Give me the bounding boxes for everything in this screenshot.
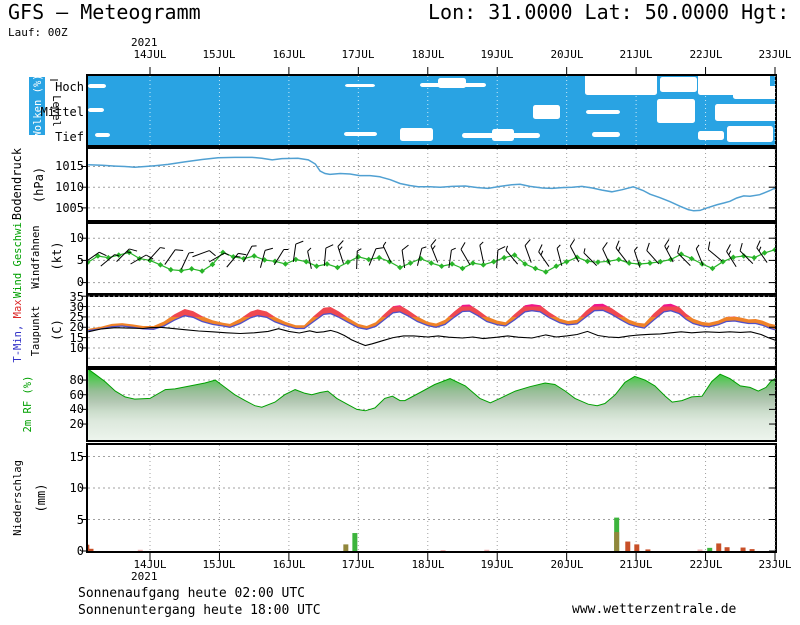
wind-tick-5: 5 bbox=[77, 253, 84, 267]
run-label: Lauf: 00Z bbox=[8, 26, 68, 39]
location-label: Lon: 31.0000 Lat: 50.0000 Hgt: 1 bbox=[428, 0, 800, 24]
precip-tick-5: 5 bbox=[77, 513, 84, 527]
website-label: www.wetterzentrale.de bbox=[572, 602, 737, 617]
temp-tick-15: 15 bbox=[70, 331, 84, 345]
pressure-tick-1010: 1010 bbox=[55, 180, 84, 194]
wind-barbs-label: Windfahnen bbox=[30, 225, 42, 288]
page-title: GFS – Meteogramm bbox=[8, 0, 201, 24]
precip-unit: (mm) bbox=[34, 484, 48, 513]
temperature-series bbox=[88, 303, 775, 347]
precip-label: Niederschlag bbox=[12, 460, 24, 536]
gridlines bbox=[88, 76, 776, 551]
pressure-label: Bodendruck bbox=[10, 147, 24, 220]
row-label-hoch: Hoch bbox=[55, 80, 84, 94]
temp-max-label: Max bbox=[12, 299, 24, 324]
day-label: 22JUL bbox=[689, 558, 722, 571]
day-label: 14JUL bbox=[133, 558, 166, 571]
sunset-label: Sonnenuntergang heute 18:00 UTC bbox=[78, 603, 321, 618]
cloud-blobs bbox=[88, 76, 775, 142]
temp-min-label: T-Min, bbox=[12, 325, 24, 363]
year-label-bottom: 2021 bbox=[131, 570, 158, 583]
precip-tick-0: 0 bbox=[77, 544, 84, 558]
temp-tick-25: 25 bbox=[70, 310, 84, 324]
day-label: 14JUL bbox=[133, 48, 166, 61]
humidity-series bbox=[88, 370, 775, 440]
precip-bars bbox=[88, 517, 755, 551]
day-label: 22JUL bbox=[689, 48, 722, 61]
wind-series bbox=[88, 239, 775, 275]
day-label: 15JUL bbox=[202, 48, 235, 61]
wind-panel bbox=[86, 222, 777, 295]
pressure-tick-1015: 1015 bbox=[55, 159, 84, 173]
rh-tick-40: 40 bbox=[70, 402, 84, 416]
temp-tick-30: 30 bbox=[70, 300, 84, 314]
day-labels-bottom: 14JUL 15JUL 16JUL 17JUL 18JUL 19JUL 20JU… bbox=[133, 558, 791, 571]
precip-panel bbox=[86, 443, 777, 553]
clouds-label: Wolken (%) bbox=[32, 74, 44, 137]
wind-tick-0: 0 bbox=[77, 275, 84, 289]
day-label: 17JUL bbox=[341, 558, 374, 571]
rh-tick-60: 60 bbox=[70, 388, 84, 402]
day-label: 18JUL bbox=[411, 558, 444, 571]
pressure-panel bbox=[86, 147, 777, 222]
row-label-mittel: Mittel bbox=[41, 105, 84, 119]
sunrise-label: Sonnenaufgang heute 02:00 UTC bbox=[78, 586, 305, 601]
rh-panel bbox=[86, 368, 777, 442]
day-labels-top: 14JUL 15JUL 16JUL 17JUL 18JUL 19JUL 20JU… bbox=[133, 48, 791, 61]
year-label-top: 2021 bbox=[131, 36, 158, 49]
pressure-series bbox=[88, 156, 775, 212]
day-label: 18JUL bbox=[411, 48, 444, 61]
temp-tick-20: 20 bbox=[70, 320, 84, 334]
rh-tick-80: 80 bbox=[70, 373, 84, 387]
day-label: 21JUL bbox=[619, 558, 652, 571]
wind-unit: (kt) bbox=[50, 242, 64, 271]
day-label: 20JUL bbox=[550, 558, 583, 571]
pressure-unit: (hPa) bbox=[32, 167, 46, 203]
day-label: 15JUL bbox=[202, 558, 235, 571]
wind-speed-label: Wind Geschwi. bbox=[12, 216, 24, 298]
precip-tick-15: 15 bbox=[70, 450, 84, 464]
day-label: 21JUL bbox=[619, 48, 652, 61]
rh-label: 2m RF (%) bbox=[22, 376, 34, 433]
day-label: 23JUL bbox=[758, 48, 791, 61]
axis-ticks bbox=[81, 67, 776, 560]
day-label: 23JUL bbox=[758, 558, 791, 571]
temp-unit: (C) bbox=[50, 319, 64, 341]
clouds-label-box bbox=[29, 77, 45, 135]
temp-tick-10: 10 bbox=[70, 341, 84, 355]
temp-panel bbox=[86, 295, 777, 368]
precip-tick-10: 10 bbox=[70, 481, 84, 495]
day-label: 19JUL bbox=[480, 48, 513, 61]
wind-tick-10: 10 bbox=[70, 231, 84, 245]
temp-tick-35: 35 bbox=[70, 290, 84, 304]
day-label: 19JUL bbox=[480, 558, 513, 571]
day-label: 16JUL bbox=[272, 48, 305, 61]
pressure-tick-1005: 1005 bbox=[55, 201, 84, 215]
row-label-tief: Tief bbox=[55, 130, 84, 144]
dewpoint-label: Taupunkt bbox=[30, 306, 42, 357]
day-label: 20JUL bbox=[550, 48, 583, 61]
temp-minmax-label: T-Min, Max bbox=[12, 299, 24, 362]
level-label: Level bbox=[50, 95, 62, 127]
rh-tick-20: 20 bbox=[70, 417, 84, 431]
day-label: 16JUL bbox=[272, 558, 305, 571]
day-label: 17JUL bbox=[341, 48, 374, 61]
